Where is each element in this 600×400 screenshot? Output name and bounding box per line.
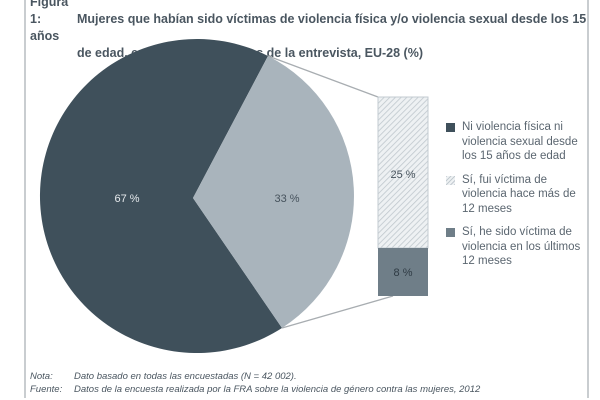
pie-label-67: 67 % (114, 193, 139, 205)
legend-label: Sí, he sido víctima de violencia en los … (462, 226, 581, 267)
pie (39, 39, 354, 354)
source-text: Datos de la encuesta realizada por la FR… (74, 384, 481, 395)
bar-segment-past-violence (377, 96, 429, 249)
legend-swatch-hatched-icon (446, 175, 455, 185)
title-line-1: Mujeres que habían sido víctimas de viol… (30, 12, 587, 43)
connector-line-bottom (281, 295, 394, 329)
bar-segment-recent-violence (378, 248, 428, 296)
figure-label: Figura 1: (30, 0, 69, 26)
connector-line-top (267, 55, 379, 98)
legend-swatch-dark-icon (446, 123, 455, 132)
source-label: Fuente: (30, 384, 63, 395)
legend-label: Sí, fui víctima de violencia hace más de… (462, 173, 576, 215)
pie-slice-violence (193, 56, 354, 328)
pie-label-33: 33 % (274, 193, 299, 205)
legend-item-past-violence: Sí, fui víctima de violencia hace más de… (446, 173, 586, 217)
source-line: Fuente: Datos de la encuesta realizada po… (30, 383, 590, 396)
breakdown-bar (377, 96, 429, 296)
bar-label-25: 25 % (390, 169, 415, 181)
legend-label: Ni violencia física ni violencia sexual … (462, 121, 578, 162)
figure-frame (24, 0, 589, 398)
pie-slice-no-violence (39, 39, 283, 354)
figure-notes: Nota: Dato basado en todas las encuestada… (30, 370, 590, 396)
legend-item-recent-violence: Sí, he sido víctima de violencia en los … (446, 225, 586, 269)
legend-swatch-mid-icon (446, 228, 455, 237)
legend-item-no-violence: Ni violencia física ni violencia sexual … (446, 120, 586, 164)
legend: Ni violencia física ni violencia sexual … (446, 120, 586, 278)
note-line: Nota: Dato basado en todas las encuestada… (30, 370, 590, 383)
bar-label-8: 8 % (394, 267, 413, 279)
note-text: Dato basado en todas las encuestadas (N … (74, 371, 297, 382)
note-label: Nota: (30, 371, 53, 382)
